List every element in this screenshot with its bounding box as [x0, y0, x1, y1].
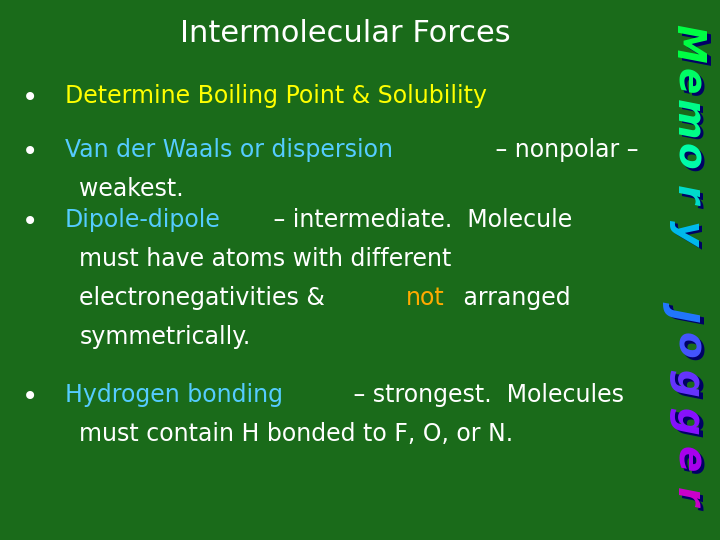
Text: J: J — [672, 303, 710, 318]
Text: g: g — [672, 372, 710, 400]
Text: g: g — [672, 410, 710, 438]
Text: o: o — [672, 335, 710, 362]
Text: g: g — [669, 369, 706, 397]
Text: not: not — [406, 286, 445, 309]
Text: •: • — [22, 138, 38, 166]
Text: – nonpolar –: – nonpolar – — [488, 138, 639, 161]
Text: r: r — [672, 490, 710, 509]
Text: •: • — [22, 208, 38, 236]
Text: must have atoms with different: must have atoms with different — [79, 247, 451, 271]
Text: r: r — [672, 187, 710, 207]
Text: Dipole-dipole: Dipole-dipole — [65, 208, 220, 232]
Text: e: e — [672, 449, 710, 475]
Text: symmetrically.: symmetrically. — [79, 325, 251, 348]
Text: o: o — [672, 146, 710, 173]
Text: M: M — [669, 24, 706, 63]
Text: – strongest.  Molecules: – strongest. Molecules — [346, 383, 624, 407]
Text: o: o — [669, 143, 706, 170]
Text: •: • — [22, 383, 38, 411]
Text: e: e — [669, 68, 706, 94]
Text: e: e — [669, 446, 706, 472]
Text: J: J — [669, 301, 706, 315]
Text: Determine Boiling Point & Solubility: Determine Boiling Point & Solubility — [65, 84, 487, 107]
Text: Hydrogen bonding: Hydrogen bonding — [65, 383, 283, 407]
Text: •: • — [22, 84, 38, 112]
Text: r: r — [669, 185, 706, 204]
Text: y: y — [669, 220, 706, 245]
Text: r: r — [669, 487, 706, 507]
Text: e: e — [672, 71, 710, 97]
Text: electronegativities &: electronegativities & — [79, 286, 333, 309]
Text: g: g — [669, 407, 706, 435]
Text: M: M — [672, 26, 710, 65]
Text: Intermolecular Forces: Intermolecular Forces — [180, 19, 511, 48]
Text: m: m — [669, 98, 706, 139]
Text: o: o — [669, 332, 706, 359]
Text: y: y — [672, 222, 710, 247]
Text: – intermediate.  Molecule: – intermediate. Molecule — [266, 208, 572, 232]
Text: m: m — [672, 102, 710, 141]
Text: Van der Waals or dispersion: Van der Waals or dispersion — [65, 138, 393, 161]
Text: arranged: arranged — [456, 286, 571, 309]
Text: weakest.: weakest. — [79, 177, 184, 200]
Text: must contain H bonded to F, O, or N.: must contain H bonded to F, O, or N. — [79, 422, 513, 446]
